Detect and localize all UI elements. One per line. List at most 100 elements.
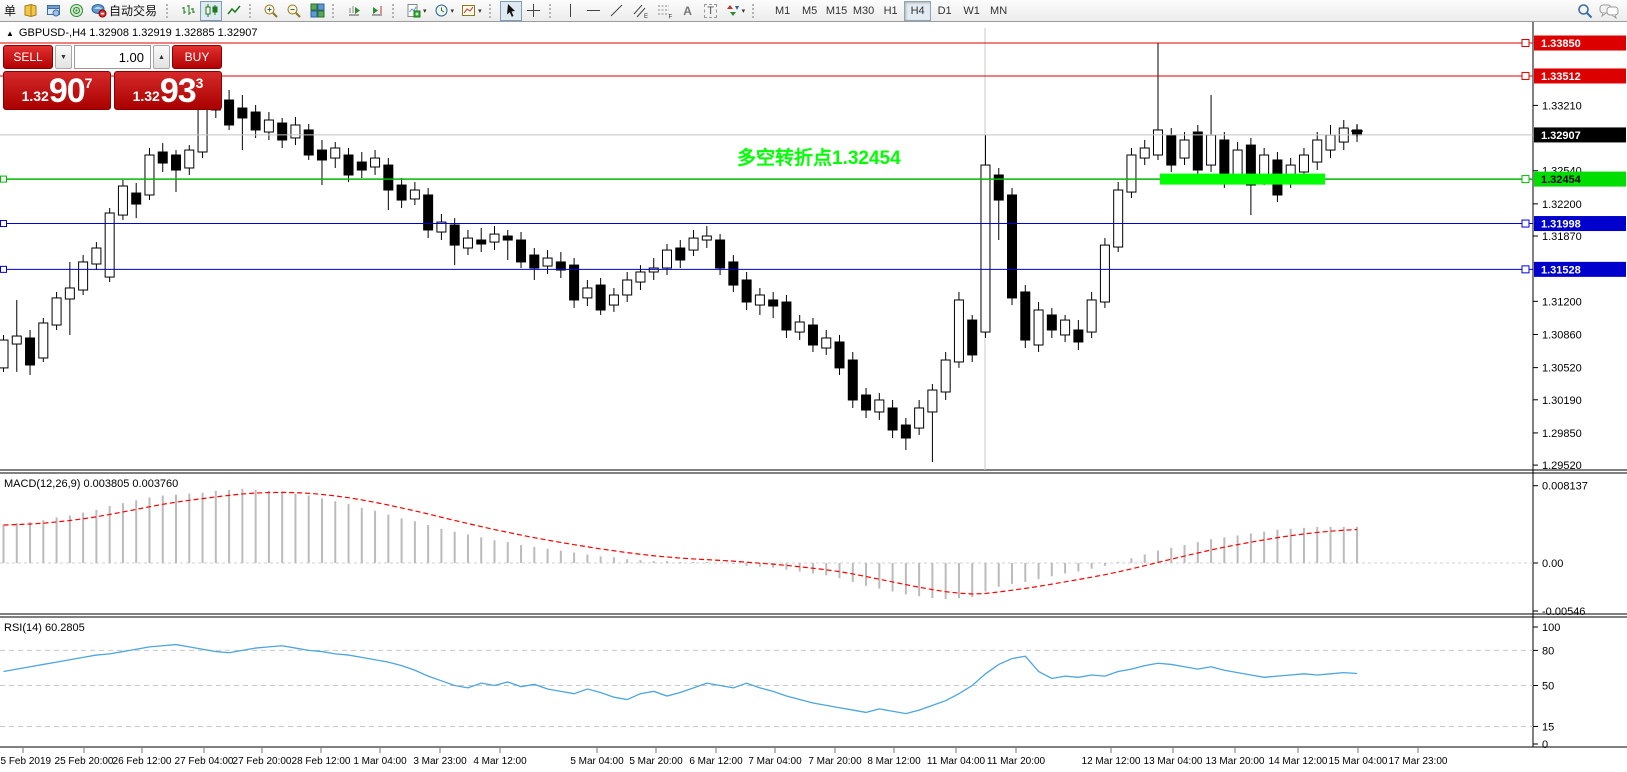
timeframe-H1[interactable]: H1: [883, 4, 898, 17]
sell-button[interactable]: SELL: [3, 45, 53, 69]
autotrading-button[interactable]: 自动交易: [88, 1, 162, 21]
collapse-panel-icon[interactable]: ▲: [6, 28, 14, 38]
sell-price-prefix: 1.32: [21, 88, 49, 104]
svg-text:3 Mar 23:00: 3 Mar 23:00: [413, 756, 467, 767]
timeframe-D1[interactable]: D1: [937, 4, 952, 17]
svg-text:8 Mar 12:00: 8 Mar 12:00: [867, 756, 921, 767]
navigator-icon[interactable]: [42, 1, 64, 21]
data-service-icon[interactable]: [65, 1, 87, 21]
one-click-trading-panel: SELL ▼ ▲ BUY 1.32 90 7 1.32 93 3: [3, 45, 222, 110]
tile-windows-icon: [310, 3, 325, 18]
text-tool-icon: A: [683, 3, 692, 18]
timeframe-M5[interactable]: M5: [801, 4, 818, 17]
horizontal-line-tool[interactable]: [583, 1, 605, 21]
macd-label: MACD(12,26,9) 0.003805 0.003760: [4, 478, 178, 490]
candlestick-chart-button[interactable]: [200, 0, 223, 21]
volume-input[interactable]: [74, 45, 151, 69]
arrows-tool[interactable]: ▾: [723, 1, 749, 21]
timeframe-H4[interactable]: H4: [904, 0, 932, 21]
chart-symbol-title: ▲ GBPUSD-,H4 1.32908 1.32919 1.32885 1.3…: [6, 27, 257, 39]
timeframe-M15[interactable]: M15: [825, 4, 848, 17]
timeframe-M30[interactable]: M30: [852, 4, 875, 17]
svg-text:1.30520: 1.30520: [1542, 363, 1582, 375]
equidistant-channel-icon: E: [633, 4, 648, 19]
tile-windows-button[interactable]: [306, 1, 328, 21]
sell-price-tile[interactable]: 1.32 90 7: [3, 71, 111, 110]
chevron-down-icon: ▾: [741, 7, 746, 15]
buy-price-tile[interactable]: 1.32 93 3: [114, 71, 222, 110]
line-chart-button[interactable]: [223, 1, 245, 21]
zoom-out-button[interactable]: [283, 1, 305, 21]
rsi-pane[interactable]: [0, 643, 1533, 727]
svg-text:12 Mar 12:00: 12 Mar 12:00: [1082, 756, 1141, 767]
toolbar-grip: [249, 3, 256, 18]
new-order-icon[interactable]: [19, 1, 41, 21]
indicators-icon: [407, 4, 421, 18]
template-icon: [462, 5, 476, 16]
svg-text:0: 0: [1542, 739, 1548, 751]
time-axis[interactable]: 25 Feb 2019 25 Feb 20:00 26 Feb 12:00 27 Fe…: [0, 748, 1448, 767]
toolbar-grip: [488, 3, 496, 18]
chart-shift-button[interactable]: [366, 1, 388, 21]
horizontal-line-icon: [587, 10, 601, 11]
chart-canvas[interactable]: 1.332101.325401.322001.318701.312001.308…: [0, 22, 1627, 772]
svg-text:4 Mar 12:00: 4 Mar 12:00: [473, 756, 527, 767]
search-icon[interactable]: [1577, 3, 1593, 19]
buy-button[interactable]: BUY: [172, 45, 222, 69]
trendline-tool[interactable]: [606, 1, 628, 21]
chart-shift-icon: [371, 6, 382, 16]
indicators-button[interactable]: ▾: [403, 1, 430, 21]
label-tool[interactable]: T: [700, 1, 722, 21]
svg-text:13 Mar 20:00: 13 Mar 20:00: [1206, 756, 1265, 767]
text-tool[interactable]: A: [677, 1, 699, 21]
auto-scroll-button[interactable]: [343, 1, 365, 21]
new-order-partial-label[interactable]: 单: [4, 4, 17, 18]
timeframe-MN[interactable]: MN: [990, 4, 1008, 17]
trendline-icon: [610, 4, 623, 17]
chat-icon[interactable]: [1599, 3, 1619, 19]
main-toolbar: 单 自动交易 ▾ ▾: [0, 0, 1627, 22]
zoom-in-icon: [264, 4, 278, 18]
channel-tool[interactable]: E: [629, 1, 652, 21]
candlestick-icon: [205, 4, 218, 17]
trade-prices-row: 1.32 90 7 1.32 93 3: [3, 71, 222, 110]
svg-text:26 Feb 12:00: 26 Feb 12:00: [113, 756, 172, 767]
vertical-line-tool[interactable]: [560, 1, 582, 21]
svg-text:1.31998: 1.31998: [1541, 219, 1581, 231]
svg-text:28 Feb 12:00: 28 Feb 12:00: [292, 756, 351, 767]
chevron-down-icon: ▾: [450, 7, 455, 15]
autotrade-icon: [91, 4, 107, 18]
macd-pane[interactable]: [0, 488, 1533, 600]
bar-chart-button[interactable]: [177, 1, 199, 21]
templates-button[interactable]: ▾: [458, 1, 485, 21]
buy-price-pip: 3: [195, 75, 204, 91]
svg-text:1.31870: 1.31870: [1542, 231, 1582, 243]
svg-text:1.29520: 1.29520: [1542, 460, 1582, 472]
svg-text:1.33210: 1.33210: [1542, 100, 1582, 112]
timeframe-M1[interactable]: M1: [774, 4, 791, 17]
chevron-down-icon: ▾: [478, 7, 482, 15]
cursor-button[interactable]: [499, 0, 522, 21]
zoom-in-button[interactable]: [260, 1, 282, 21]
svg-text:80: 80: [1542, 645, 1554, 657]
toolbar-right-group: [1577, 3, 1625, 19]
timeframe-W1[interactable]: W1: [963, 4, 980, 17]
periods-button[interactable]: ▾: [431, 1, 458, 21]
crosshair-button[interactable]: [523, 1, 545, 21]
volume-decrease-button[interactable]: ▼: [55, 45, 72, 69]
svg-text:0.00: 0.00: [1542, 558, 1563, 570]
svg-text:15 Mar 04:00: 15 Mar 04:00: [1329, 756, 1388, 767]
volume-increase-button[interactable]: ▲: [153, 45, 170, 69]
svg-text:1.31528: 1.31528: [1541, 264, 1581, 276]
main-chart-pane[interactable]: [0, 28, 1533, 470]
fibonacci-tool[interactable]: F: [653, 1, 676, 21]
cursor-arrow-icon: [506, 4, 515, 17]
price-axis[interactable]: 1.332101.325401.322001.318701.312001.308…: [1533, 35, 1626, 751]
toolbar-grip: [332, 3, 339, 18]
sell-price-pip: 7: [84, 75, 93, 91]
toolbar-grip: [392, 3, 399, 18]
svg-text:5 Mar 20:00: 5 Mar 20:00: [629, 756, 683, 767]
svg-text:1.33512: 1.33512: [1541, 71, 1581, 83]
autotrade-label: 自动交易: [109, 4, 158, 18]
